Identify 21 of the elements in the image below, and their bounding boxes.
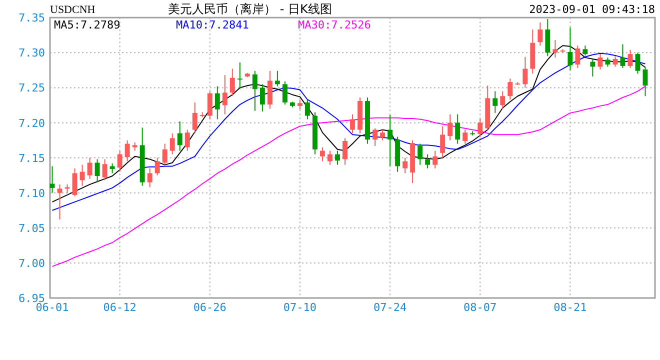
x-tick-label: 06-12 <box>103 301 136 314</box>
x-tick-label: 07-10 <box>283 301 317 314</box>
text: MA5:7.2789 <box>54 18 120 32</box>
y-tick-label: 7.00 <box>18 256 45 270</box>
x-tick-label: 06-01 <box>36 301 69 314</box>
y-tick-label: 7.10 <box>18 186 45 200</box>
x-tick-label: 08-21 <box>554 301 587 314</box>
y-tick-label: 7.20 <box>18 116 45 130</box>
text: MA30:7.2526 <box>298 18 371 32</box>
text: MA10:7.2841 <box>176 18 249 32</box>
chart-subtitle: USDCNH <box>50 4 96 16</box>
y-tick-label: 7.30 <box>18 46 45 60</box>
y-tick-label: 7.25 <box>18 82 45 95</box>
chart-title: 美元人民币（离岸） - 日K线图 <box>168 2 332 16</box>
y-tick-label: 7.35 <box>18 12 45 25</box>
y-tick-label: 7.15 <box>18 152 45 165</box>
y-tick-label: 7.05 <box>18 222 45 235</box>
text: 2023-09-01 09:43:18 <box>529 3 655 16</box>
x-tick-label: 06-26 <box>193 301 226 314</box>
x-tick-label: 08-07 <box>464 301 497 314</box>
x-tick-label: 07-24 <box>373 301 407 314</box>
